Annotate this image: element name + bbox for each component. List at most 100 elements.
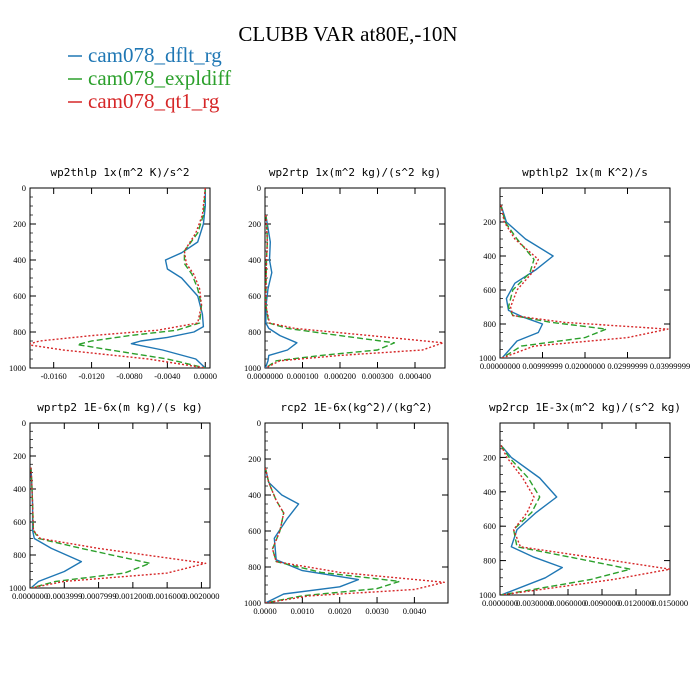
- x-tick-label: 0.0060000: [550, 598, 586, 608]
- legend-label: cam078_dflt_rg: [88, 43, 222, 67]
- panels: wp2thlp 1x(m^2 K)/s^2 0 200 400 600 800 1000 -0…: [9, 166, 690, 616]
- x-tick-label: 0.02000000: [565, 361, 605, 371]
- x-tick-label: 0.0003999: [46, 591, 82, 601]
- series-line-cam078_qt1_rg: [30, 467, 207, 588]
- x-tick-label: 0.0030: [365, 606, 388, 616]
- x-tick-label: 0.0000000: [12, 591, 48, 601]
- x-tick-label: 0.0000000: [482, 598, 518, 608]
- y-tick-label: 600: [483, 521, 496, 531]
- y-tick-label: 400: [483, 251, 496, 261]
- x-tick-label: 0.0150000: [652, 598, 688, 608]
- y-tick-label: 600: [13, 517, 26, 527]
- x-tick-label: 0.0000: [253, 606, 276, 616]
- x-tick-label: 0.0040: [403, 606, 426, 616]
- series-line-cam078_dflt_rg: [500, 444, 563, 595]
- x-tick-label: -0.0080: [116, 371, 142, 381]
- plot-frame: [29, 187, 211, 369]
- legend: cam078_dflt_rgcam078_expldiffcam078_qt1_…: [68, 43, 231, 113]
- y-tick-label: 400: [483, 487, 496, 497]
- x-tick-label: 0.0020000: [183, 591, 219, 601]
- y-tick-label: 0: [22, 418, 26, 428]
- y-tick-label: 800: [248, 562, 261, 572]
- series-line-cam078_dflt_rg: [265, 214, 298, 368]
- series-line-cam078_qt1_rg: [500, 204, 669, 358]
- series-line-cam078_expldiff: [500, 204, 607, 358]
- y-tick-label: 0: [22, 183, 26, 193]
- x-tick-label: 0.0007999: [81, 591, 117, 601]
- panel-1: wp2thlp 1x(m^2 K)/s^2 0 200 400 600 800 1000 -0…: [9, 166, 217, 381]
- x-tick-label: 0.0010: [291, 606, 314, 616]
- legend-label: cam078_expldiff: [88, 66, 231, 90]
- plot-frame: [499, 422, 671, 596]
- series-line-cam078_dflt_rg: [130, 188, 207, 368]
- y-tick-label: 200: [483, 452, 496, 462]
- x-tick-label: 0.0020: [328, 606, 351, 616]
- x-tick-label: 0.0000000: [247, 371, 283, 381]
- x-tick-label: 0.000400: [399, 371, 431, 381]
- panel-2: wp2rtp 1x(m^2 kg)/(s^2 kg) 0 200 400 600 800 1…: [244, 166, 446, 381]
- series-line-cam078_expldiff: [265, 467, 401, 603]
- y-tick-label: 0: [257, 183, 261, 193]
- y-tick-label: 1000: [244, 363, 261, 373]
- x-tick-label: 0.000300: [362, 371, 394, 381]
- panel-title: wprtp2 1E-6x(m kg)/(s kg): [37, 401, 203, 414]
- panel-3: wpthlp2 1x(m K^2)/s 200 400 600 800 10000.000…: [479, 166, 690, 371]
- series-line-cam078_expldiff: [265, 214, 396, 368]
- panel-title: rcp2 1E-6x(kg^2)/(kg^2): [280, 401, 432, 414]
- y-tick-label: 400: [13, 255, 26, 265]
- x-tick-label: 0.0012000: [115, 591, 151, 601]
- x-tick-label: 0.00999999: [522, 361, 562, 371]
- x-tick-label: 0.0016000: [149, 591, 185, 601]
- y-tick-label: 1000: [479, 353, 496, 363]
- series-line-cam078_qt1_rg: [265, 467, 445, 603]
- series-line-cam078_dflt_rg: [265, 467, 360, 603]
- y-tick-label: 1000: [479, 590, 496, 600]
- y-tick-label: 1000: [9, 363, 26, 373]
- y-tick-label: 200: [248, 454, 261, 464]
- y-tick-label: 0: [257, 418, 261, 428]
- series-line-cam078_dflt_rg: [30, 467, 83, 588]
- panel-5: rcp2 1E-6x(kg^2)/(kg^2) 0 200 400 600 800 1000…: [244, 401, 449, 616]
- panel-4: wprtp2 1E-6x(m kg)/(s kg) 0 200 400 600 800 10…: [9, 401, 219, 601]
- x-tick-label: 0.0090000: [584, 598, 620, 608]
- figure-title: CLUBB VAR at80E,-10N: [238, 22, 457, 46]
- series-line-cam078_qt1_rg: [30, 188, 206, 368]
- x-tick-label: -0.0040: [154, 371, 180, 381]
- y-tick-label: 800: [13, 550, 26, 560]
- y-tick-label: 600: [248, 526, 261, 536]
- y-tick-label: 600: [13, 291, 26, 301]
- panel-title: wp2rtp 1x(m^2 kg)/(s^2 kg): [269, 166, 441, 179]
- x-tick-label: 0.000200: [324, 371, 356, 381]
- x-tick-label: 0.00000000: [480, 361, 520, 371]
- panel-title: wp2rcp 1E-3x(m^2 kg)/(s^2 kg): [489, 401, 681, 414]
- x-tick-label: -0.0160: [41, 371, 67, 381]
- y-tick-label: 200: [13, 451, 26, 461]
- series-line-cam078_qt1_rg: [265, 214, 444, 368]
- y-tick-label: 800: [248, 327, 261, 337]
- y-tick-label: 1000: [9, 583, 26, 593]
- series-line-cam078_dflt_rg: [500, 204, 554, 358]
- legend-label: cam078_qt1_rg: [88, 89, 220, 113]
- y-tick-label: 200: [483, 217, 496, 227]
- y-tick-label: 600: [248, 291, 261, 301]
- x-tick-label: 0.0030000: [516, 598, 552, 608]
- y-tick-label: 400: [248, 255, 261, 265]
- y-tick-label: 600: [483, 285, 496, 295]
- series-line-cam078_expldiff: [500, 445, 631, 595]
- panel-6: wp2rcp 1E-3x(m^2 kg)/(s^2 kg) 200 400 600 80…: [479, 401, 688, 608]
- plot-frame: [499, 187, 671, 359]
- series-line-cam078_expldiff: [76, 188, 206, 368]
- y-tick-label: 400: [13, 484, 26, 494]
- y-tick-label: 800: [483, 556, 496, 566]
- x-tick-label: 0.0120000: [618, 598, 654, 608]
- y-tick-label: 800: [13, 327, 26, 337]
- x-tick-label: 0.02999999: [607, 361, 647, 371]
- x-tick-label: 0.0000: [194, 371, 217, 381]
- y-tick-label: 800: [483, 319, 496, 329]
- x-tick-label: 0.03999999: [650, 361, 690, 371]
- plot-frame: [29, 422, 211, 589]
- series-line-cam078_expldiff: [30, 467, 151, 588]
- panel-title: wpthlp2 1x(m K^2)/s: [522, 166, 648, 179]
- x-tick-label: 0.000100: [287, 371, 319, 381]
